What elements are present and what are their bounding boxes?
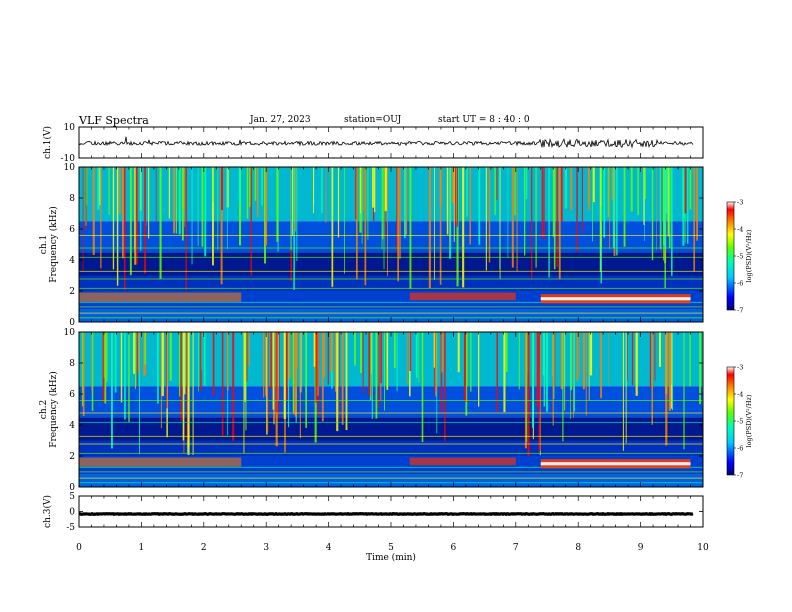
x-tick-label: 5 [388, 543, 394, 553]
x-tick-label: 8 [575, 543, 581, 553]
x-tick-label: 1 [139, 543, 145, 553]
ch2-spectrogram-y-tick-label: 4 [69, 421, 75, 431]
ch3-waveform-y-tick-label: -5 [66, 523, 75, 533]
ch1-waveform-ylabel: ch.1(V) [42, 126, 53, 159]
ch1-spectrogram-y-tick-label: 8 [69, 194, 75, 204]
ch1-spectrogram-channel-label: ch.1 [39, 235, 49, 254]
x-tick-label: 9 [638, 543, 644, 553]
x-axis-label: Time (min) [366, 552, 416, 563]
x-tick-label: 4 [326, 543, 332, 553]
ch1-colorbar-tick-label: -6 [737, 280, 743, 288]
ch2-spectrogram-y-tick-label: 10 [64, 328, 76, 338]
ch2-colorbar-tick-label: -7 [737, 472, 743, 480]
x-tick-label: 10 [697, 543, 709, 553]
x-tick-label: 6 [451, 543, 457, 553]
ch1-colorbar-tick-label: -5 [737, 253, 743, 261]
x-tick-label: 2 [201, 543, 207, 553]
ch2-spectrogram-ylabel: Frequency (kHz) [48, 371, 59, 448]
ch2-colorbar-label: log(PSD)(V²/Hz) [745, 394, 753, 447]
figure-title: VLF Spectra [79, 114, 149, 127]
ch1-colorbar-tick-label: -3 [737, 199, 743, 207]
ch3-waveform-trace [78, 511, 694, 517]
ch1-colorbar [726, 201, 735, 311]
ch1-waveform-y-tick-label: -10 [61, 154, 76, 164]
ch2-colorbar-tick-label: -5 [737, 418, 743, 426]
ch1-spectrogram-y-tick-label: 2 [69, 287, 75, 297]
ch3-waveform-y-tick-label: 0 [69, 508, 75, 518]
ch1-spectrogram-ylabel: Frequency (kHz) [48, 206, 59, 283]
ch1-waveform-trace [78, 136, 694, 149]
ch2-colorbar [726, 366, 735, 476]
ch1-spectrogram-image [79, 167, 703, 322]
ch3-waveform-y-tick-label: 5 [69, 492, 75, 502]
ch2-colorbar-tick-label: -3 [737, 364, 743, 372]
ch1-spectrogram-y-tick-label: 10 [64, 163, 76, 173]
ch2-colorbar-tick-label: -6 [737, 445, 743, 453]
ch1-colorbar-tick-label: -4 [737, 226, 743, 234]
ch2-spectrogram-channel-label: ch.2 [39, 400, 49, 419]
ch2-spectrogram-y-tick-label: 6 [69, 390, 75, 400]
x-tick-label: 7 [513, 543, 519, 553]
ch3-waveform-ylabel: ch.3(V) [42, 495, 53, 528]
ch1-spectrogram-y-tick-label: 0 [69, 318, 75, 328]
ch2-spectrogram-image [79, 332, 704, 487]
ch1-spectrogram-y-tick-label: 4 [69, 256, 75, 266]
start-ut-label: start UT = 8 : 40 : 0 [438, 115, 530, 125]
ch2-spectrogram-y-tick-label: 0 [69, 483, 75, 493]
observation-date: Jan. 27, 2023 [250, 115, 311, 125]
ch1-colorbar-label: log(PSD)(V²/Hz) [745, 229, 753, 282]
ch1-waveform-y-tick-label: 10 [64, 123, 76, 133]
station-label: station=OUJ [344, 115, 402, 125]
ch2-colorbar-tick-label: -4 [737, 391, 743, 399]
x-tick-label: 3 [263, 543, 269, 553]
x-tick-label: 0 [76, 543, 82, 553]
ch2-spectrogram-y-tick-label: 2 [69, 452, 75, 462]
ch2-spectrogram-y-tick-label: 8 [69, 359, 75, 369]
ch1-spectrogram-y-tick-label: 6 [69, 225, 75, 235]
ch1-colorbar-tick-label: -7 [737, 307, 743, 315]
